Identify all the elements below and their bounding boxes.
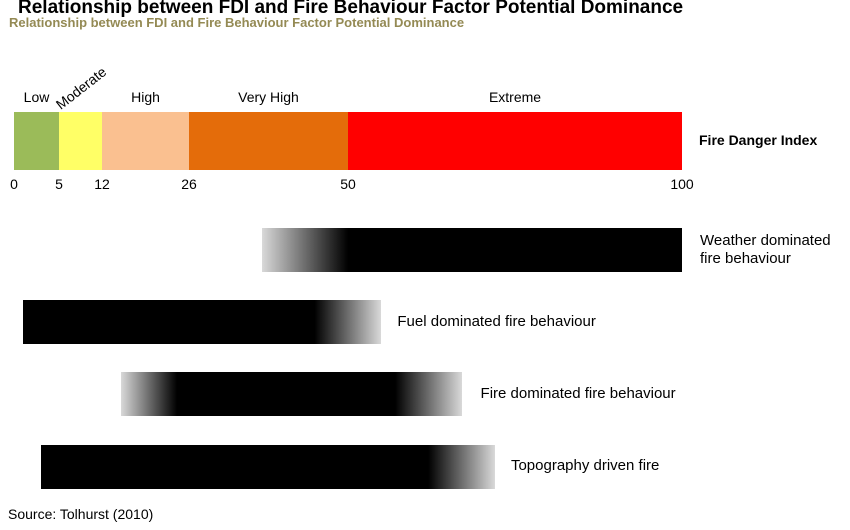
band-label-high: High <box>131 89 160 105</box>
band-label-extreme: Extreme <box>488 89 542 105</box>
band-very-high <box>189 112 348 170</box>
fdi-axis-label: Fire Danger Index <box>699 132 818 148</box>
tick-label: 12 <box>94 176 110 192</box>
tick-label: 5 <box>55 176 63 192</box>
band-label-very-high: Very High <box>238 89 299 105</box>
factor-bar-topography-driven-fire <box>41 445 495 489</box>
factor-bar-fire-dominated-fire-behaviour <box>120 372 462 416</box>
tick-label: 26 <box>181 176 197 192</box>
band-low <box>14 112 59 170</box>
band-label-moderate: Moderate <box>52 63 109 113</box>
band-extreme <box>348 112 682 170</box>
factor-bar-weather-dominated-fire-behaviour <box>261 228 682 272</box>
factor-label-fuel-dominated-fire-behaviour: Fuel dominated fire behaviour <box>397 313 596 330</box>
tick-label: 50 <box>340 176 356 192</box>
factor-label-topography-driven-fire: Topography driven fire <box>510 457 660 474</box>
band-label-low: Low <box>23 89 50 105</box>
factor-label-fire-dominated-fire-behaviour: Fire dominated fire behaviour <box>480 385 676 402</box>
factor-bar-fuel-dominated-fire-behaviour <box>23 300 382 344</box>
band-high <box>102 112 189 170</box>
band-moderate <box>59 112 102 170</box>
source-note: Source: Tolhurst (2010) <box>8 506 154 522</box>
factor-label-weather-dominated-fire-behaviour: Weather dominated fire behaviour <box>700 232 831 267</box>
chart-subtitle: Relationship between FDI and Fire Behavi… <box>9 15 465 30</box>
tick-label: 0 <box>10 176 18 192</box>
chart-title: Relationship between FDI and Fire Behavi… <box>18 0 684 18</box>
tick-label: 100 <box>670 176 694 192</box>
